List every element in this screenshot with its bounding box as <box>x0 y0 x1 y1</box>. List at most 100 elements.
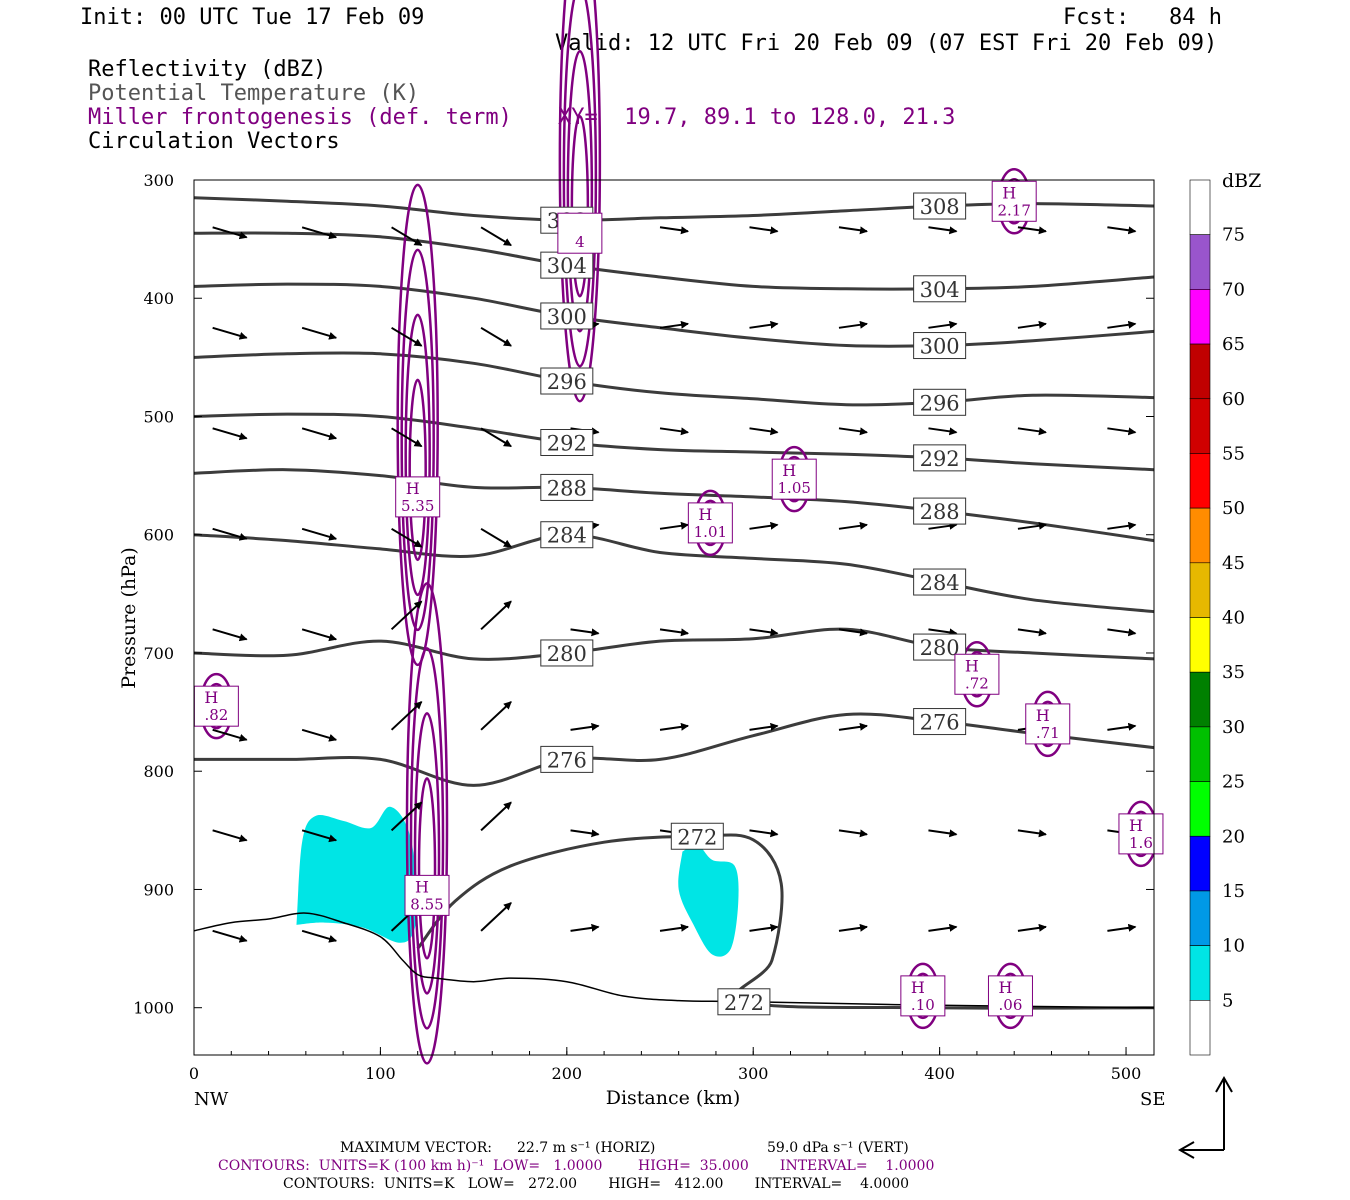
circulation-vector <box>1017 320 1047 329</box>
theta-label: 304 <box>920 278 960 302</box>
frontogenesis-max-marker: H <box>998 978 1012 997</box>
frontogenesis-max-box <box>771 458 817 500</box>
frontogenesis-max-box <box>687 502 733 544</box>
circulation-vector <box>749 521 779 530</box>
theta-label-box <box>913 708 967 736</box>
circulation-vector <box>749 628 779 637</box>
circulation-vector <box>838 320 868 329</box>
reflectivity-area <box>296 806 418 943</box>
colorbar-level-label: 65 <box>1222 334 1245 355</box>
circulation-vector <box>570 628 600 637</box>
circulation-vector <box>1017 226 1047 235</box>
circulation-vector <box>480 600 512 631</box>
frontogenesis-max-box <box>900 975 946 1017</box>
frontogenesis-max-marker: H <box>406 479 420 498</box>
circulation-vector <box>838 923 868 932</box>
frontogenesis-max-box <box>557 212 603 254</box>
colorbar-segment <box>1189 234 1211 290</box>
circulation-vector <box>212 829 248 843</box>
circulation-vector <box>659 628 690 637</box>
theta-contour-272 <box>416 833 1155 1010</box>
theta-label: 280 <box>547 642 587 666</box>
theta-label: 288 <box>547 476 587 500</box>
theta-contour-276 <box>194 712 1155 787</box>
theta-contour-308 <box>193 196 1155 222</box>
circulation-vector <box>1017 521 1047 530</box>
circulation-vector <box>391 527 423 548</box>
circulation-vector <box>1107 628 1137 637</box>
colorbar-segment <box>1189 835 1211 892</box>
circulation-vector <box>301 226 338 240</box>
colorbar-segment <box>1189 289 1211 345</box>
theta-label-box <box>913 444 967 472</box>
circulation-vector <box>570 829 600 838</box>
theta-label: 280 <box>920 636 960 660</box>
colorbar-level-label: 35 <box>1222 662 1245 683</box>
circulation-vector <box>749 320 779 329</box>
colorbar-segment <box>1189 617 1211 673</box>
circulation-vector <box>659 521 690 530</box>
circulation-vector <box>212 226 248 240</box>
theta-contour-300 <box>193 282 1155 348</box>
circulation-vector <box>1107 521 1137 530</box>
circulation-vector <box>212 527 248 541</box>
frontogenesis-max-box <box>395 476 441 518</box>
circulation-vector <box>838 628 868 637</box>
colorbar-segment <box>1189 945 1211 1001</box>
circulation-vector <box>391 226 423 247</box>
theta-contour-292 <box>193 412 1155 472</box>
frontogenesis-max-value: 1.01 <box>694 523 727 541</box>
frontogenesis-max-marker: H <box>204 688 218 707</box>
vector-scale-key <box>1177 1075 1233 1159</box>
circulation-vector <box>1107 226 1137 235</box>
theta-label: 300 <box>547 305 587 329</box>
theta-label-box <box>540 429 594 456</box>
colorbar-segment <box>1189 1000 1211 1056</box>
right-end-label: SE <box>1140 1089 1165 1110</box>
theta-contour-280 <box>193 627 1155 661</box>
colorbar-segment <box>1189 507 1211 564</box>
theta-label-box <box>913 275 967 303</box>
circulation-vector <box>1017 628 1047 637</box>
y-tick-label: 800 <box>143 762 174 781</box>
frontogenesis-max-value: .06 <box>999 996 1023 1014</box>
circulation-vector <box>928 628 958 637</box>
circulation-vector <box>480 801 512 832</box>
frontogenesis-max-marker: H <box>1129 816 1143 835</box>
circulation-vector <box>749 427 779 436</box>
circulation-vector <box>928 320 958 329</box>
frontogenesis-max-marker: H <box>1002 183 1016 202</box>
circulation-vector <box>749 923 779 932</box>
colorbar-level-label: 70 <box>1222 279 1245 300</box>
colorbar-level-label: 40 <box>1222 608 1245 629</box>
theta-label: 284 <box>920 571 960 595</box>
theta-contour-304 <box>193 231 1155 291</box>
theta-label-box <box>540 745 594 773</box>
colorbar-level-label: 50 <box>1222 498 1245 519</box>
circulation-vector <box>212 929 248 943</box>
circulation-vector <box>1107 722 1137 731</box>
circulation-vector <box>391 427 423 448</box>
theta-label-box <box>540 639 594 667</box>
field-theta: Potential Temperature (K) <box>88 81 420 106</box>
frontogenesis-max-box <box>987 975 1033 1017</box>
theta-label: 272 <box>724 991 764 1015</box>
circulation-vector <box>838 829 868 838</box>
circulation-vector <box>1107 923 1137 932</box>
forecast-hour: Fcst: 84 h <box>1063 5 1222 30</box>
field-reflectivity: Reflectivity (dBZ) <box>88 57 327 82</box>
colorbar-segment <box>1189 726 1211 782</box>
colorbar-segment <box>1189 781 1211 837</box>
circulation-vector <box>212 728 248 742</box>
frontogenesis-max-marker: H <box>911 978 925 997</box>
circulation-vector <box>480 326 512 347</box>
circulation-vector <box>391 326 423 347</box>
colorbar-level-label: 25 <box>1222 772 1245 793</box>
circulation-vector <box>928 829 958 838</box>
circulation-vector <box>390 801 423 832</box>
max-vector-vert: 59.0 dPa s⁻¹ (VERT) <box>767 1140 909 1156</box>
theta-label-box <box>670 822 724 850</box>
x-axis-title: Distance (km) <box>606 1087 741 1109</box>
frontogenesis-max-value: 8.55 <box>410 895 443 913</box>
circulation-vector <box>749 829 779 838</box>
